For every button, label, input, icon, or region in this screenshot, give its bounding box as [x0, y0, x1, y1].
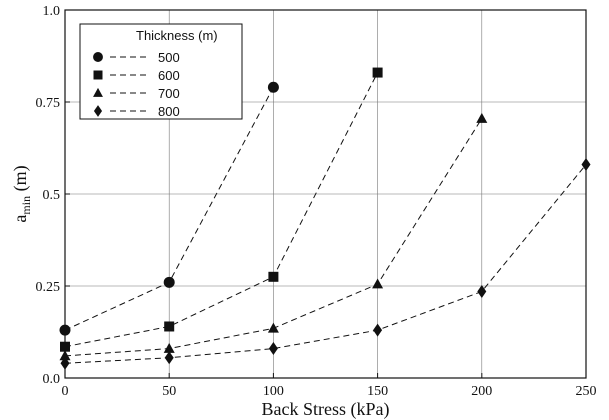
data-point-triangle — [59, 350, 71, 361]
legend-item-600: 600 — [93, 68, 180, 83]
y-axis-title-subscript: min — [19, 196, 33, 215]
ticks-layer: 0 50 100 150 200 250 0.0 0.25 0.5 0.75 1.0 — [36, 4, 597, 399]
x-tick-label: 200 — [471, 384, 492, 399]
data-point-diamond — [268, 342, 278, 356]
legend-label: 800 — [158, 104, 180, 119]
y-tick-label: 0.25 — [36, 280, 61, 295]
data-point-square — [164, 321, 175, 332]
data-point-diamond — [373, 323, 383, 337]
data-point-circle — [163, 276, 175, 288]
x-tick-label: 100 — [263, 384, 284, 399]
y-axis-title-main: a — [10, 215, 30, 223]
legend-label: 700 — [158, 86, 180, 101]
data-point-circle — [267, 81, 279, 93]
legend-marker-diamond — [93, 105, 103, 117]
legend-item-800: 800 — [93, 104, 180, 119]
data-point-triangle — [267, 322, 279, 333]
data-point-triangle — [476, 112, 488, 123]
series-700 — [59, 112, 488, 361]
series-layer — [59, 67, 591, 370]
x-tick-label: 250 — [576, 384, 597, 399]
data-point-diamond — [164, 351, 174, 365]
legend-item-700: 700 — [93, 86, 180, 101]
y-axis-title: amin (m) — [10, 165, 33, 222]
data-point-square — [372, 67, 383, 78]
series-line — [64, 164, 587, 364]
y-tick-label: 0.0 — [43, 372, 61, 387]
legend-label: 500 — [158, 50, 180, 65]
series-line — [64, 72, 379, 348]
data-point-triangle — [372, 278, 384, 289]
legend: Thickness (m) 500 600 700 800 — [79, 23, 243, 120]
data-point-triangle — [163, 342, 175, 353]
legend-marker-triangle — [93, 87, 103, 97]
series-600 — [60, 67, 383, 352]
data-point-diamond — [60, 356, 70, 370]
legend-marker-circle — [93, 52, 103, 62]
data-point-diamond — [581, 158, 591, 172]
series-500 — [59, 81, 279, 336]
legend-title: Thickness (m) — [136, 28, 218, 43]
series-800 — [60, 158, 591, 370]
legend-box — [79, 23, 243, 120]
legend-marker-square — [93, 70, 103, 80]
y-tick-label: 0.5 — [43, 188, 61, 203]
data-point-square — [60, 341, 70, 352]
legend-item-500: 500 — [93, 50, 180, 65]
y-axis-title-unit: (m) — [10, 165, 31, 196]
x-tick-label: 50 — [162, 384, 176, 399]
y-tick-label: 1.0 — [43, 4, 61, 19]
y-tick-label: 0.75 — [36, 96, 61, 111]
x-axis-title: Back Stress (kPa) — [262, 399, 390, 420]
legend-label: 600 — [158, 68, 180, 83]
x-tick-label: 150 — [367, 384, 388, 399]
x-tick-label: 0 — [62, 384, 69, 399]
data-point-square — [268, 271, 279, 282]
data-point-circle — [59, 324, 71, 336]
data-point-diamond — [477, 285, 487, 299]
